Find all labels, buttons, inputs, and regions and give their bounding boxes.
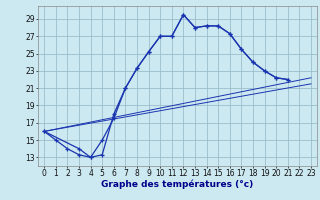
X-axis label: Graphe des températures (°c): Graphe des températures (°c) bbox=[101, 180, 254, 189]
